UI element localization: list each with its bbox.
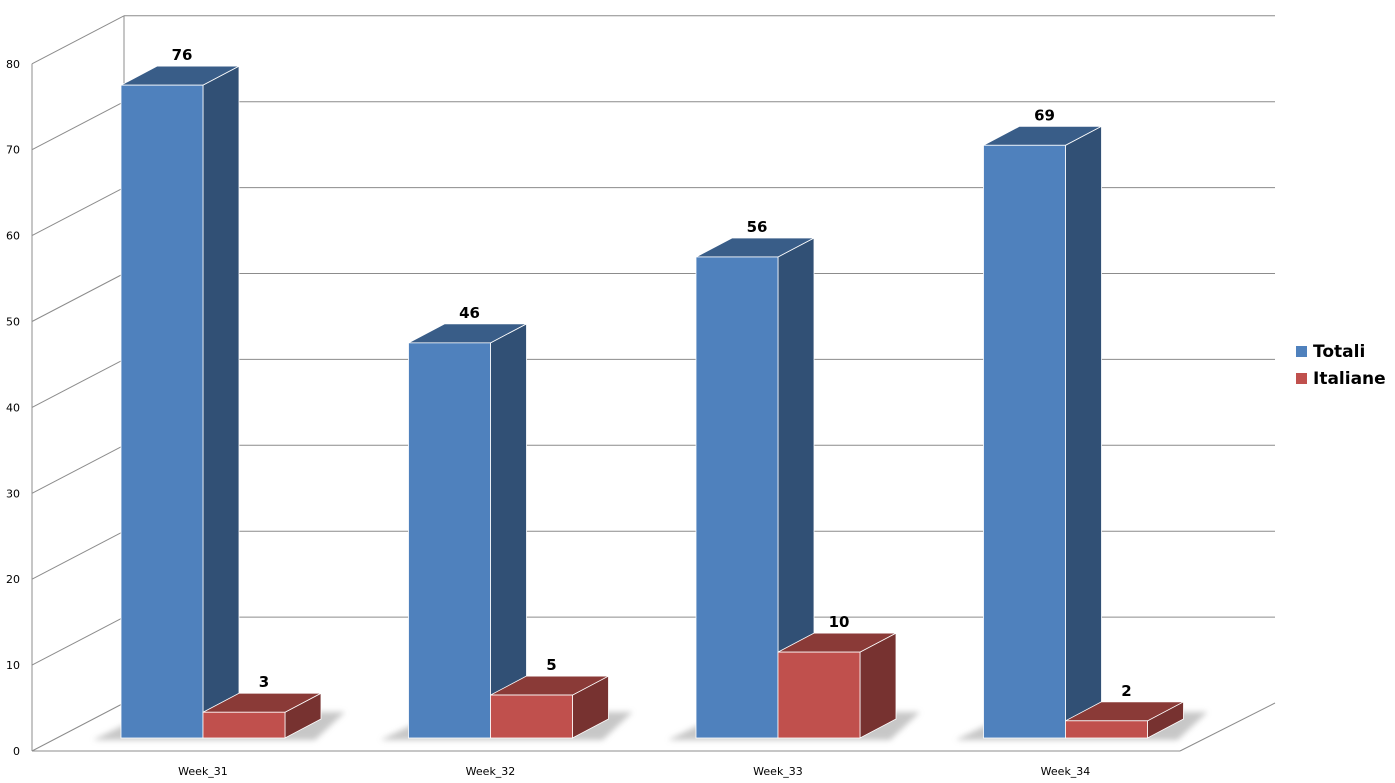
data-labels: 76 3 46 5 56 10 69 2 [172, 46, 1132, 700]
data-label: 56 [747, 218, 768, 236]
data-label: 5 [546, 656, 556, 674]
y-tick-label: 30 [6, 487, 20, 500]
floor-right-edge [1179, 702, 1276, 752]
data-label: 46 [459, 304, 480, 322]
data-label: 10 [829, 613, 850, 631]
gridline-side [31, 702, 125, 752]
gridline-side [31, 358, 125, 408]
data-label: 69 [1034, 106, 1055, 124]
bar-italiane-week_31 [202, 692, 322, 739]
bar-totali-week_34 [983, 125, 1102, 739]
bar-front-face [1065, 720, 1148, 739]
y-tick-label: 40 [6, 401, 20, 414]
gridline-side [31, 616, 125, 666]
x-tick-label: Week_34 [1041, 765, 1091, 778]
gridline-side [31, 444, 125, 494]
gridline-side [31, 530, 125, 580]
bar-totali-week_33 [695, 237, 815, 739]
bar-italiane-week_32 [490, 675, 609, 739]
data-label: 2 [1121, 682, 1131, 700]
bar-totali-week_31 [120, 65, 240, 739]
gridline-side [31, 187, 125, 237]
gridline-side [31, 15, 125, 65]
legend-label-totali: Totali [1313, 341, 1366, 362]
gridline-side [31, 273, 125, 322]
y-tick-label: 60 [6, 230, 20, 243]
y-tick-label: 10 [6, 659, 20, 672]
y-tick-label: 20 [6, 573, 20, 586]
x-axis-tick-labels: Week_31 Week_32 Week_33 Week_34 [178, 765, 1090, 778]
bar-side-face [490, 323, 527, 739]
bar-front-face [202, 711, 286, 739]
bar-italiane-week_33 [777, 632, 897, 739]
bar-italiane-week_34 [1065, 701, 1184, 739]
y-tick-label: 0 [13, 745, 20, 758]
legend-item-italiane: Italiane [1296, 365, 1386, 392]
bar-front-face [983, 144, 1066, 739]
y-tick-label: 70 [6, 144, 20, 157]
y-tick-label: 80 [6, 58, 20, 71]
bar-front-face [120, 84, 204, 739]
bar-front-face [490, 694, 573, 739]
bar-side-face [202, 65, 240, 739]
x-tick-label: Week_31 [178, 765, 228, 778]
bar-totali-week_32 [408, 323, 527, 739]
legend-swatch-italiane [1296, 373, 1307, 384]
legend-item-totali: Totali [1296, 338, 1386, 365]
bar-front-face [777, 651, 861, 739]
y-axis-tick-labels: 0 10 20 30 40 50 60 70 80 [6, 58, 20, 758]
data-label: 76 [172, 46, 193, 64]
bar-front-face [408, 342, 491, 739]
x-tick-label: Week_32 [466, 765, 516, 778]
bar-front-face [695, 256, 779, 739]
legend: Totali Italiane [1296, 338, 1386, 392]
legend-label-italiane: Italiane [1313, 368, 1386, 389]
bar-side-face [1065, 125, 1102, 739]
gridline-side [31, 101, 125, 151]
legend-swatch-totali [1296, 346, 1307, 357]
bars [120, 65, 1184, 739]
y-tick-label: 50 [6, 316, 20, 329]
data-label: 3 [259, 673, 269, 691]
x-tick-label: Week_33 [753, 765, 803, 778]
